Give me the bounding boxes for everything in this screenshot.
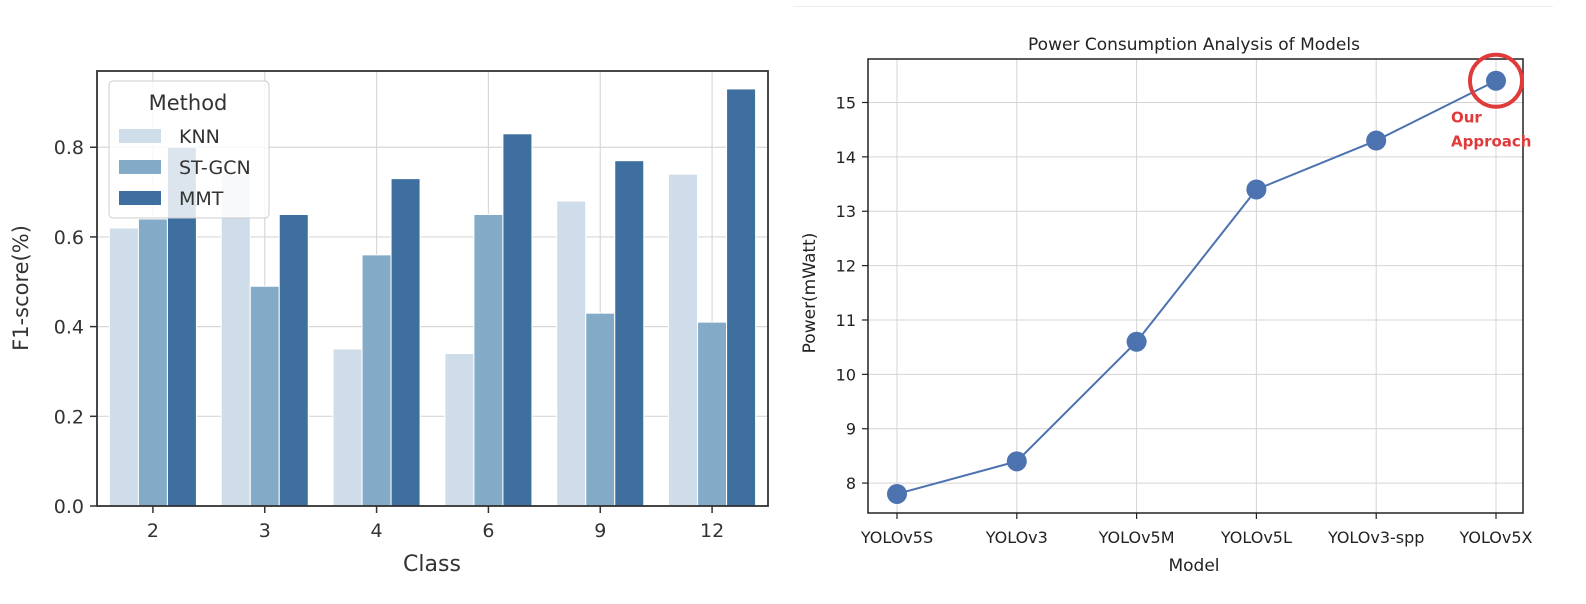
x-tick-label: YOLOv5X (1458, 528, 1532, 547)
f1-score-bar-chart-panel: 0.0 0.2 0.4 0.6 0.8 2 3 4 6 9 12 Class F1-score(%)… (0, 0, 790, 600)
data-point-yolov3 (1006, 451, 1027, 472)
bar-knn-class-3 (220, 173, 251, 507)
x-tick-label: 6 (482, 520, 494, 542)
bar-st-gcn-class-4 (361, 254, 392, 507)
legend-label-st-gcn: ST-GCN (179, 157, 251, 179)
y-tick-label: 15 (836, 93, 856, 112)
bar-mmt-class-12 (726, 88, 757, 507)
y-tick-label: 9 (846, 420, 856, 439)
annotation-line-2: Approach (1451, 133, 1531, 151)
bar-mmt-class-9 (614, 160, 645, 507)
x-tick-label: 2 (147, 520, 159, 542)
legend-box (108, 80, 270, 219)
bar-st-gcn-class-9 (585, 312, 616, 507)
bar-knn-class-4 (332, 348, 363, 507)
power-line-chart-panel: Power Consumption Analysis of Models 8 9 1… (790, 0, 1586, 600)
chart-title: Power Consumption Analysis of Models (1028, 35, 1360, 55)
legend-swatch-st-gcn (119, 160, 161, 174)
legend-title: Method (149, 91, 228, 115)
bar-st-gcn-class-6 (473, 214, 504, 507)
top-divider (793, 6, 1553, 7)
legend-label-knn: KNN (179, 126, 220, 148)
legend-swatch-mmt (119, 191, 161, 205)
x-axis-label: Model (1168, 556, 1219, 576)
bar-st-gcn-class-2 (137, 218, 168, 507)
bar-mmt-class-4 (390, 178, 421, 507)
x-tick-label: YOLOv3-spp (1327, 528, 1425, 547)
plot-frame (96, 70, 769, 507)
bar-knn-class-6 (444, 353, 475, 507)
y-tick-label: 0.4 (54, 317, 84, 339)
x-tick-label: YOLOv5L (1220, 528, 1292, 547)
y-tick-label: 0.0 (54, 496, 84, 518)
y-tick-label: 0.6 (54, 227, 84, 249)
data-point-yolov5l (1246, 179, 1267, 200)
bar-st-gcn-class-12 (697, 321, 728, 507)
power-consumption-line-chart: Power Consumption Analysis of Models 8 9 1… (800, 35, 1533, 576)
bar-mmt-class-3 (278, 214, 309, 507)
x-tick-label: 9 (594, 520, 606, 542)
bar-mmt-class-6 (502, 133, 533, 507)
bar-knn-class-12 (668, 173, 699, 507)
y-tick-label: 8 (846, 474, 856, 493)
legend-swatch-knn (119, 129, 161, 143)
annotation-line-1: Our (1451, 109, 1482, 127)
highlight-circle (1468, 52, 1524, 109)
bar-knn-class-9 (556, 200, 587, 507)
y-tick-label: 12 (836, 257, 856, 276)
f1-score-bar-chart: 0.0 0.2 0.4 0.6 0.8 2 3 4 6 9 12 Class F1-score(%)… (9, 70, 769, 577)
y-tick-label: 10 (836, 365, 856, 384)
x-tick-label: YOLOv5M (1098, 528, 1175, 547)
y-tick-label: 13 (836, 202, 856, 221)
bar-knn-class-2 (108, 227, 139, 507)
x-axis-label: Class (403, 552, 461, 577)
power-line (896, 79, 1497, 495)
y-tick-label: 14 (836, 148, 856, 167)
power-series (887, 70, 1506, 504)
data-point-yolov5m (1126, 331, 1147, 352)
y-axis-label: Power(mWatt) (800, 233, 820, 354)
data-point-yolov3-spp (1366, 130, 1387, 151)
tick-labels: 8 9 10 11 12 13 14 15 YOLOv5S YOLOv3 YOLOv5M YOLOv5… (836, 93, 1533, 547)
x-tick-label: 3 (259, 520, 271, 542)
tick-labels: 0.0 0.2 0.4 0.6 0.8 2 3 4 6 9 12 (54, 137, 724, 542)
y-axis-label: F1-score(%) (9, 225, 33, 351)
plot-frame (867, 58, 1524, 514)
x-tick-label: YOLOv5S (860, 528, 933, 547)
x-tick-label: YOLOv3 (985, 528, 1048, 547)
bars (108, 88, 757, 507)
y-tick-label: 0.2 (54, 406, 84, 428)
legend-label-mmt: MMT (179, 188, 224, 210)
data-point-yolov5x (1486, 70, 1506, 91)
legend: Method KNN ST-GCN MMT (108, 80, 270, 219)
y-tick-label: 0.8 (54, 137, 84, 159)
y-tick-label: 11 (836, 311, 856, 330)
our-approach-annotation: Our Approach (1451, 52, 1531, 151)
data-point-yolov5s (887, 483, 907, 504)
bar-st-gcn-class-3 (249, 285, 280, 507)
x-tick-label: 4 (371, 520, 383, 542)
x-tick-label: 12 (700, 520, 724, 542)
grid-lines (868, 59, 1523, 513)
